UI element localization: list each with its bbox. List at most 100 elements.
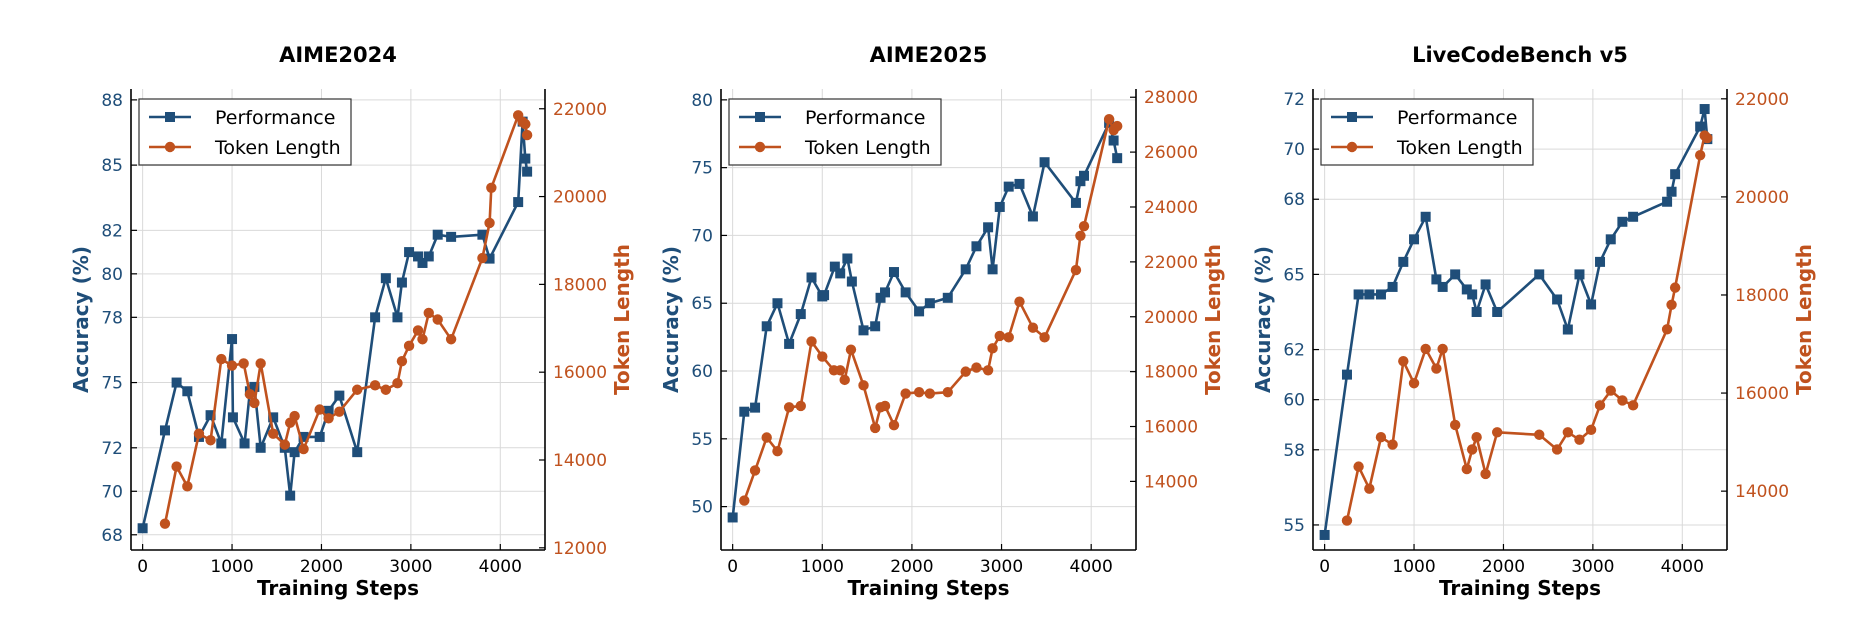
data-point [412,325,424,336]
legend-marker [1347,112,1357,122]
y-tick-label: 72 [1283,90,1305,110]
data-point [520,118,531,130]
data-point [1466,444,1478,455]
data-point [1480,468,1491,480]
legend-box [1320,98,1534,166]
data-point [914,306,925,317]
data-point [1409,234,1420,245]
data-point [1695,121,1706,132]
data-point [739,406,750,417]
series-line [141,120,529,529]
data-point [924,388,936,399]
data-point [987,264,998,275]
y2-axis-label: Token Length [1201,244,1225,395]
data-point [839,374,850,386]
data-point [1108,135,1119,146]
data-point [739,495,750,506]
data-point [1461,284,1472,295]
data-point [1353,289,1364,300]
data-point [1341,515,1353,526]
y2-tick-label: 14000 [1144,472,1198,492]
data-point [417,334,428,345]
data-point [1364,483,1375,494]
data-point [404,247,415,258]
y2-axis-label: Token Length [610,244,634,395]
data-point [255,358,266,369]
data-point [942,387,953,398]
series-performance [727,117,1123,523]
data-point [298,443,309,455]
data-point [193,428,205,439]
data-point [249,381,260,392]
data-point [971,241,982,252]
data-point [1111,120,1123,132]
data-point [137,523,148,534]
data-point [1027,322,1039,333]
data-point [783,402,795,413]
data-point [1420,211,1431,222]
data-point [285,490,296,501]
y-tick-label: 88 [101,91,123,111]
y2-tick-label: 12000 [553,539,607,559]
chart-title: AIME2024 [279,43,397,67]
data-point [1534,269,1545,280]
legend-marker [755,112,765,122]
data-point [1450,269,1461,280]
data-point [835,268,846,279]
data-point [396,356,408,367]
data-point [1702,132,1713,144]
data-point [380,273,391,284]
legend-marker [1346,141,1358,153]
data-point [842,253,853,264]
x-tick-label: 3000 [1571,557,1614,577]
data-point [513,197,524,208]
x-tick-label: 2000 [890,557,933,577]
data-point [1594,400,1606,411]
data-point [1699,104,1710,115]
data-point [1387,439,1398,450]
data-point [1605,385,1616,396]
data-point [244,388,256,400]
data-point [772,446,783,457]
y2-tick-label: 28000 [1144,88,1198,108]
y2-tick-label: 16000 [553,363,607,383]
legend-marker [164,141,176,153]
data-point [334,390,345,401]
y-tick-label: 72 [101,439,123,459]
series-token-length [739,113,1123,506]
data-point [900,287,911,298]
data-point [858,325,869,336]
y2-tick-label: 14000 [553,451,607,471]
x-tick-label: 3000 [980,557,1023,577]
data-point [268,412,279,423]
data-point [845,344,857,355]
y-tick-label: 85 [101,156,123,176]
data-point [352,447,363,458]
y-axis-label: Accuracy (%) [1251,246,1275,393]
y-tick-label: 80 [691,91,713,111]
legend-label: Performance [805,107,925,129]
data-point [1437,343,1448,355]
data-point [879,400,891,412]
data-point [1387,281,1398,292]
legend-box [728,98,942,166]
x-tick-label: 3000 [389,557,432,577]
data-point [1420,343,1431,355]
chart-panel-1: 0 1000 2000 3000 4000 68 70 72 75 78 80 82 85 88 12000… [69,43,634,600]
data-point [829,261,840,272]
y2-tick-label: 18000 [1735,286,1789,306]
y2-tick-label: 18000 [1144,363,1198,383]
data-point [875,292,886,303]
data-point [1617,395,1628,406]
data-point [1375,432,1387,443]
data-point [1661,324,1673,335]
data-point [1112,153,1123,164]
data-point [1075,230,1086,242]
data-point [913,387,925,398]
data-point [1103,113,1115,125]
data-point [1070,197,1081,208]
y-tick-label: 80 [101,265,123,285]
data-point [987,343,998,354]
series-token-length [1341,130,1713,526]
y2-tick-label: 24000 [1144,198,1198,218]
